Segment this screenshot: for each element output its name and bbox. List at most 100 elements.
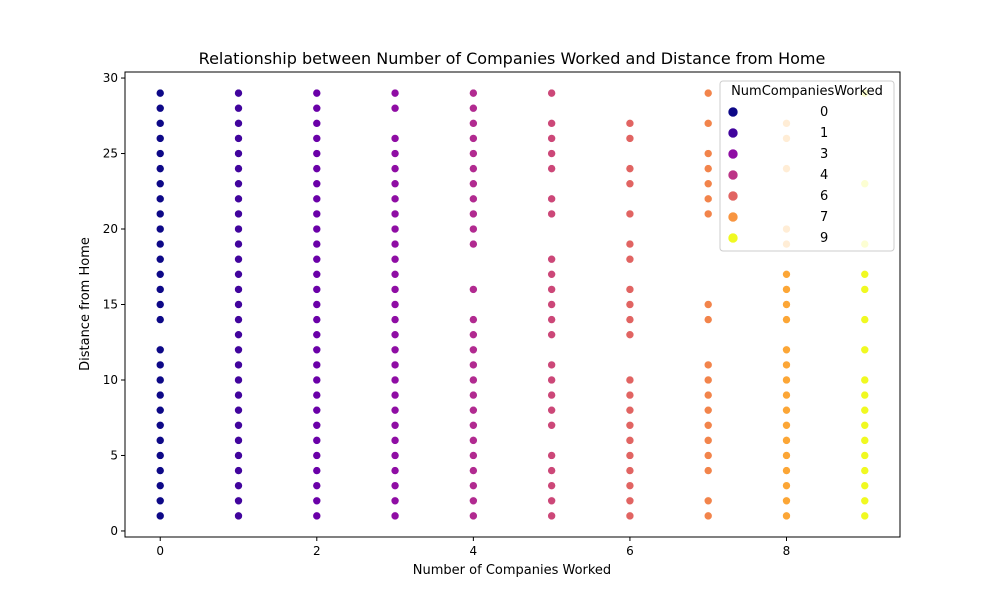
data-point xyxy=(547,88,556,98)
data-point xyxy=(782,496,791,506)
data-point xyxy=(234,88,243,98)
data-point xyxy=(469,209,478,219)
y-tick-label: 10 xyxy=(103,373,118,387)
x-tick-label: 6 xyxy=(626,544,634,558)
data-point xyxy=(234,119,243,128)
data-point xyxy=(469,103,478,113)
data-point xyxy=(469,315,478,324)
data-point xyxy=(234,149,243,158)
data-point xyxy=(703,511,713,521)
data-point xyxy=(234,285,243,294)
data-point xyxy=(234,466,243,475)
data-point xyxy=(312,164,322,173)
legend: NumCompaniesWorked 0 1 3 4 6 7 9 xyxy=(719,80,895,252)
data-point xyxy=(469,239,478,249)
data-point xyxy=(312,390,322,400)
data-point xyxy=(703,360,713,370)
data-point xyxy=(860,451,870,460)
data-point xyxy=(155,224,165,234)
data-point xyxy=(390,451,400,460)
data-point xyxy=(390,345,400,355)
x-tick-label: 8 xyxy=(783,544,791,558)
data-point xyxy=(469,420,478,430)
data-point xyxy=(860,511,870,521)
data-point xyxy=(625,164,635,173)
data-point xyxy=(860,466,870,475)
data-point xyxy=(860,436,870,445)
data-point xyxy=(390,420,400,430)
legend-marker xyxy=(727,106,739,118)
data-point xyxy=(469,375,478,385)
data-point xyxy=(390,285,400,294)
x-axis-label: Number of Companies Worked xyxy=(413,563,611,578)
data-point xyxy=(703,119,713,128)
data-point xyxy=(860,375,870,385)
data-point xyxy=(390,360,400,370)
data-point xyxy=(155,375,165,385)
data-point xyxy=(703,496,713,506)
data-point xyxy=(155,451,165,460)
data-point xyxy=(312,345,322,355)
data-point xyxy=(390,149,400,158)
data-point xyxy=(547,496,556,506)
data-point xyxy=(469,224,478,234)
data-point xyxy=(234,239,243,249)
data-point xyxy=(234,254,243,264)
data-point xyxy=(155,134,165,143)
data-point xyxy=(782,300,791,309)
legend-label: 9 xyxy=(820,231,828,246)
data-point xyxy=(860,270,870,279)
data-point xyxy=(782,405,791,415)
data-point xyxy=(469,436,478,445)
data-point xyxy=(469,164,478,173)
data-point xyxy=(625,451,635,460)
data-point xyxy=(703,194,713,204)
data-point xyxy=(469,360,478,370)
data-point xyxy=(547,420,556,430)
data-point xyxy=(469,405,478,415)
data-point xyxy=(155,405,165,415)
data-point xyxy=(234,209,243,219)
data-point xyxy=(312,149,322,158)
data-point xyxy=(860,420,870,430)
data-point xyxy=(155,436,165,445)
y-tick-label: 20 xyxy=(103,222,118,236)
data-point xyxy=(469,330,478,339)
data-point xyxy=(782,360,791,370)
x-tick-label: 0 xyxy=(156,544,164,558)
data-point xyxy=(860,315,870,324)
data-point xyxy=(234,390,243,400)
data-point xyxy=(625,315,635,324)
data-point xyxy=(703,420,713,430)
legend-marker xyxy=(727,148,739,160)
legend-entries: 0 1 3 4 6 7 9 xyxy=(727,105,828,246)
data-point xyxy=(155,103,165,113)
data-point xyxy=(234,134,243,143)
data-point xyxy=(469,511,478,521)
data-point xyxy=(390,88,400,98)
data-point xyxy=(155,511,165,521)
data-point xyxy=(312,420,322,430)
data-point xyxy=(312,194,322,204)
data-point xyxy=(469,481,478,490)
data-point xyxy=(234,164,243,173)
data-point xyxy=(155,179,165,189)
data-point xyxy=(312,119,322,128)
data-point xyxy=(625,254,635,264)
data-point xyxy=(782,466,791,475)
data-point xyxy=(782,420,791,430)
data-point xyxy=(312,254,322,264)
data-point xyxy=(625,466,635,475)
data-point xyxy=(390,103,400,113)
data-point xyxy=(155,315,165,324)
data-point xyxy=(390,194,400,204)
data-point xyxy=(390,496,400,506)
data-point xyxy=(860,496,870,506)
data-point xyxy=(390,239,400,249)
data-point xyxy=(155,345,165,355)
data-point xyxy=(547,360,556,370)
data-point xyxy=(547,194,556,204)
x-axis-ticks: 0 2 4 6 8 xyxy=(156,537,790,558)
data-point xyxy=(234,315,243,324)
